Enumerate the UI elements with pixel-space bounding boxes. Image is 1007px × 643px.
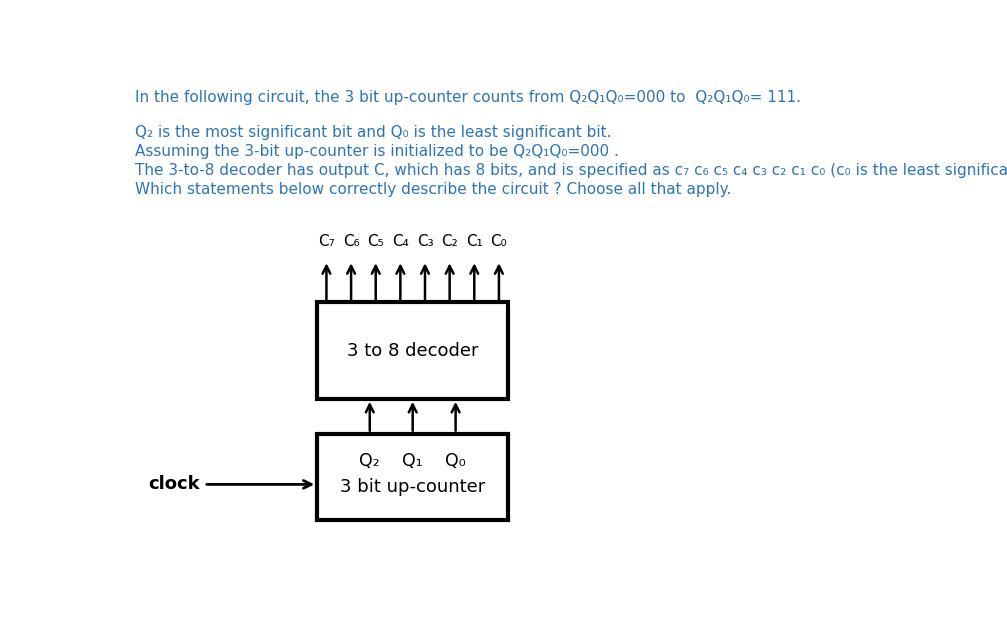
Text: Assuming the 3-bit up-counter is initialized to be Q₂Q₁Q₀=000 .: Assuming the 3-bit up-counter is initial… [135,144,619,159]
Text: C₃: C₃ [417,235,433,249]
Text: 3 to 8 decoder: 3 to 8 decoder [347,341,478,359]
Text: Q₀: Q₀ [445,453,466,471]
Text: Which statements below correctly describe the circuit ? Choose all that apply.: Which statements below correctly describ… [135,182,732,197]
Bar [317,433,509,520]
Text: C₁: C₁ [466,235,482,249]
Text: Q₂ is the most significant bit and Q₀ is the least significant bit.: Q₂ is the most significant bit and Q₀ is… [135,125,611,140]
Bar [317,302,509,399]
Text: C₇: C₇ [318,235,334,249]
Text: In the following circuit, the 3 bit up-counter counts from Q₂Q₁Q₀=000 to  Q₂Q₁Q₀: In the following circuit, the 3 bit up-c… [135,89,802,105]
Text: Q₂: Q₂ [359,453,380,471]
Text: C₅: C₅ [368,235,384,249]
Text: 3 bit up-counter: 3 bit up-counter [340,478,485,496]
Text: C₄: C₄ [392,235,409,249]
Text: C₂: C₂ [441,235,458,249]
Text: The 3-to-8 decoder has output C, which has 8 bits, and is specified as c₇ c₆ c₅ : The 3-to-8 decoder has output C, which h… [135,163,1007,178]
Text: clock: clock [148,475,200,493]
Text: C₆: C₆ [342,235,359,249]
Text: C₀: C₀ [490,235,508,249]
Text: Q₁: Q₁ [403,453,423,471]
